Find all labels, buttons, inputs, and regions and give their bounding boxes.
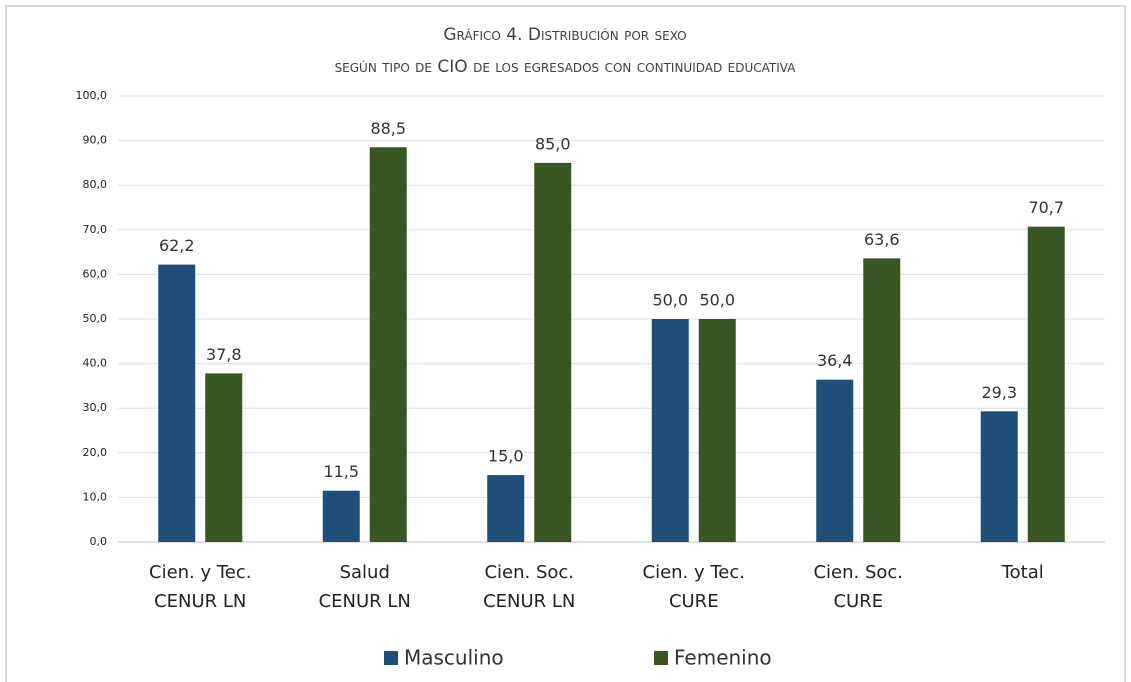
x-tick-label: CURE <box>833 591 883 612</box>
value-label: 36,4 <box>817 351 853 370</box>
value-label: 88,5 <box>370 119 406 138</box>
value-label: 85,0 <box>535 134 571 153</box>
y-tick-label: 70,0 <box>83 223 108 236</box>
y-tick-label: 100,0 <box>76 89 108 102</box>
y-tick-label: 30,0 <box>83 401 108 414</box>
x-tick-label: Cien. y Tec. <box>149 562 252 583</box>
x-tick-label: Cien. Soc. <box>484 562 574 583</box>
legend-swatch <box>384 651 398 665</box>
bar <box>651 319 689 542</box>
bar <box>1027 226 1065 543</box>
legend-label: Masculino <box>404 646 504 670</box>
bar <box>487 475 525 542</box>
x-tick-label: CENUR LN <box>483 591 575 612</box>
value-label: 62,2 <box>159 236 195 255</box>
value-label: 70,7 <box>1028 198 1064 217</box>
bar <box>698 319 736 542</box>
value-label: 37,8 <box>206 345 242 364</box>
y-tick-label: 10,0 <box>83 490 108 503</box>
x-tick-label: CENUR LN <box>154 591 246 612</box>
legend-label: Femenino <box>674 646 772 670</box>
y-tick-label: 20,0 <box>83 446 108 459</box>
legend-swatch <box>654 651 668 665</box>
y-tick-label: 90,0 <box>83 134 108 147</box>
value-label: 63,6 <box>864 230 900 249</box>
bar <box>816 379 854 542</box>
value-label: 15,0 <box>488 447 524 466</box>
y-tick-label: 0,0 <box>90 535 108 548</box>
value-label: 50,0 <box>652 291 688 310</box>
x-tick-label: Salud <box>340 562 390 583</box>
x-tick-label: Total <box>1001 562 1044 583</box>
bar <box>534 162 572 542</box>
bar <box>980 411 1018 542</box>
x-tick-label: Cien. y Tec. <box>643 562 746 583</box>
y-tick-label: 60,0 <box>83 267 108 280</box>
y-tick-label: 80,0 <box>83 178 108 191</box>
value-label: 11,5 <box>323 462 359 481</box>
chart-title: Gráfico 4. Distribución por sexo <box>443 25 686 45</box>
x-tick-label: CENUR LN <box>319 591 411 612</box>
bar <box>369 147 407 543</box>
value-label: 50,0 <box>699 291 735 310</box>
value-label: 29,3 <box>981 383 1017 402</box>
bar <box>322 490 360 542</box>
x-tick-label: CURE <box>669 591 719 612</box>
bar <box>205 373 243 542</box>
chart-subtitle: según tipo de CIO de los egresados con c… <box>335 57 797 77</box>
y-tick-label: 40,0 <box>83 357 108 370</box>
bar <box>158 264 196 542</box>
bar <box>863 258 901 542</box>
x-tick-label: Cien. Soc. <box>813 562 903 583</box>
y-tick-label: 50,0 <box>83 312 108 325</box>
